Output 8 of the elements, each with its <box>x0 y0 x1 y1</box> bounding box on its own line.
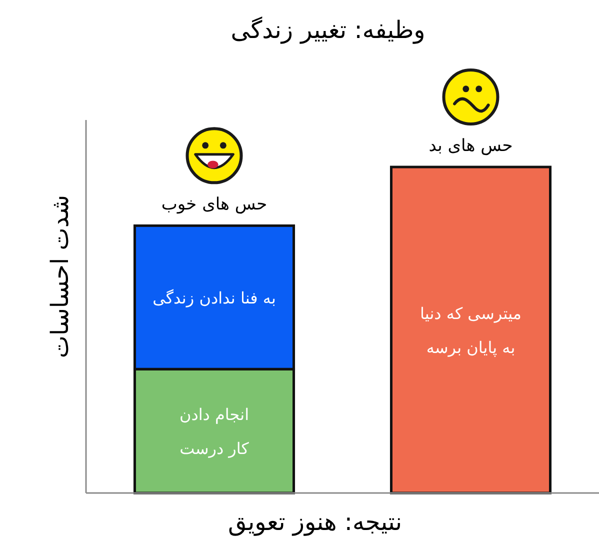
y-axis-title: شدت احساسات <box>46 194 74 358</box>
chart-title: وظیفه: تغییر زندگی <box>230 16 426 44</box>
series-label: انجام دادن کار درست <box>179 404 250 458</box>
x-tick-label: حس های خوب <box>161 194 268 215</box>
series-label: به فنا ندادن زندگی <box>152 288 276 307</box>
series-label: میترسی که دنیا به پایان برسه <box>420 304 522 356</box>
x-axis-title: نتیجه: هنوز تعویق <box>228 508 402 536</box>
x-tick-label: حس های بد <box>428 136 513 156</box>
